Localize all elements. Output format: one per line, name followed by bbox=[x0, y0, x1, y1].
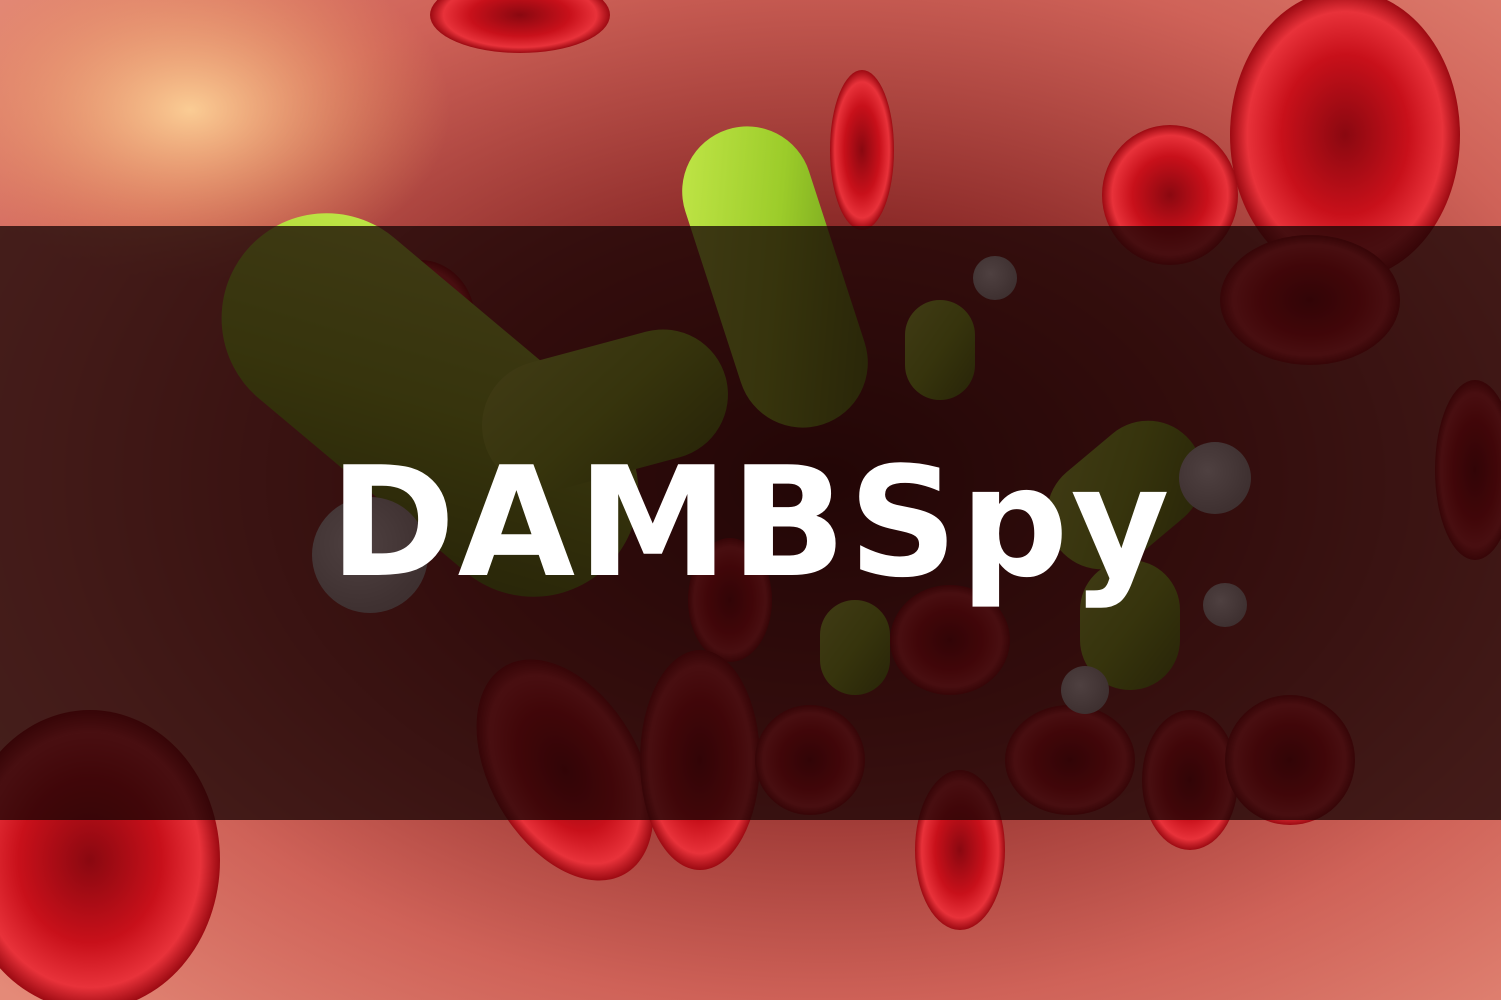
title-overlay-band bbox=[0, 226, 1501, 820]
banner-title: DAMBSpy bbox=[329, 434, 1172, 611]
light-highlight bbox=[0, 0, 450, 280]
